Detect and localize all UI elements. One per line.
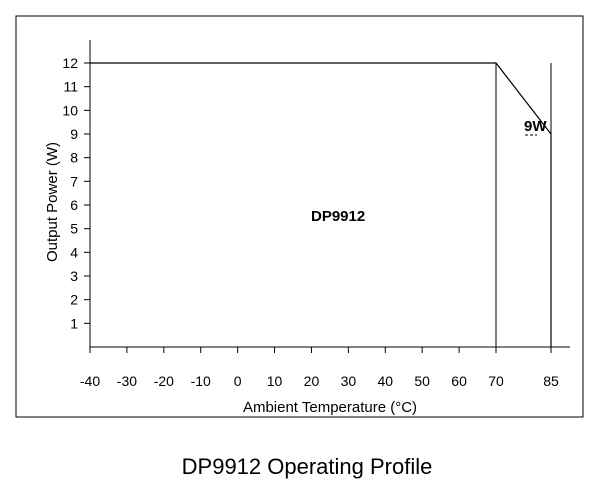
x-tick-label: 50 — [414, 373, 430, 389]
x-tick-label: 60 — [451, 373, 467, 389]
x-axis-ticks: -40 -30 -20 -10 0 10 20 30 40 50 60 70 85 — [80, 347, 559, 389]
y-tick-label: 11 — [63, 79, 78, 95]
y-tick-label: 5 — [70, 221, 78, 237]
x-tick-label: -30 — [117, 373, 137, 389]
y-tick-label: 10 — [62, 102, 78, 118]
y-tick-label: 8 — [70, 150, 78, 166]
power-annotation: 9W — [524, 118, 547, 135]
x-tick-label: 10 — [267, 373, 283, 389]
chart-frame — [15, 15, 584, 418]
x-tick-label: -20 — [154, 373, 174, 389]
y-tick-label: 9 — [70, 126, 78, 142]
x-tick-label: 70 — [488, 373, 504, 389]
y-tick-label: 12 — [62, 55, 78, 71]
series-group — [90, 62, 552, 347]
series-line — [90, 62, 552, 347]
x-tick-label: 30 — [341, 373, 357, 389]
y-tick-label: 4 — [70, 244, 78, 260]
x-axis-title: Ambient Temperature (°C) — [243, 399, 417, 416]
y-tick-label: 1 — [70, 315, 78, 331]
x-tick-label: 85 — [543, 373, 559, 389]
x-tick-label: 40 — [377, 373, 393, 389]
model-annotation: DP9912 — [311, 208, 365, 225]
y-tick-label: 2 — [70, 292, 78, 308]
y-axis-title: Output Power (W) — [44, 142, 61, 262]
y-tick-label: 7 — [70, 173, 78, 189]
x-tick-label: 0 — [234, 373, 242, 389]
y-tick-label: 3 — [70, 268, 78, 284]
x-tick-label: -40 — [80, 373, 100, 389]
x-tick-label: -10 — [191, 373, 211, 389]
annotations-group: DP9912 9W — [311, 118, 547, 225]
y-tick-label: 6 — [70, 197, 78, 213]
chart-caption: DP9912 Operating Profile — [182, 454, 433, 479]
x-tick-label: 20 — [304, 373, 320, 389]
